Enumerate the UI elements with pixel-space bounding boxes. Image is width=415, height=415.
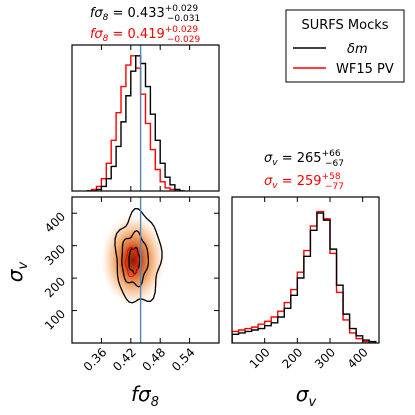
- sv-tick-label: 100: [247, 345, 273, 371]
- sv-histogram-panel: 100 200 300 400: [231, 196, 380, 371]
- sv-tick-label: 200: [279, 345, 305, 371]
- fs8-histogram-black: [86, 55, 185, 191]
- fs8-tick-label: 0.42: [110, 345, 139, 374]
- legend-title: SURFS Mocks: [301, 18, 388, 33]
- sv-tick-label: 400: [345, 345, 371, 371]
- fs8-tick-label: 0.36: [81, 345, 110, 374]
- fs8-histogram-red: [86, 55, 185, 191]
- fs8-tick-label: 0.48: [140, 345, 169, 374]
- legend-label-black: δm: [347, 42, 368, 57]
- y-axis-label-sv: σv: [3, 262, 31, 283]
- fs8-title-red: fσ8 = 0.419+0.029 −0.029: [90, 25, 201, 45]
- sv-histogram-frame: [231, 196, 380, 344]
- sv-y-tick-label: 100: [42, 307, 68, 333]
- legend-box: [285, 9, 405, 83]
- sv-title-red: σv = 259+58 −77: [264, 172, 344, 192]
- legend: SURFS Mocks δm WF15 PV: [285, 9, 405, 83]
- sv-y-tick-label: 300: [42, 242, 68, 268]
- joint-density-frame: [71, 196, 220, 344]
- sv-histogram-black: [232, 212, 377, 343]
- sv-y-tick-label: 200: [42, 274, 68, 300]
- x-axis-label-fs8: fσ8: [131, 382, 159, 410]
- sv-y-tick-label: 400: [42, 209, 68, 235]
- density-heatmap: [100, 213, 166, 307]
- fs8-histogram-panel: [71, 44, 220, 192]
- joint-density-panel: 0.36 0.42 0.48 0.54 100 200 300 400: [42, 196, 220, 374]
- contour-black: [114, 207, 163, 304]
- x-axis-label-sv: σv: [296, 382, 317, 410]
- sv-tick-label: 300: [312, 345, 338, 371]
- legend-label-red: WF15 PV: [336, 62, 394, 77]
- fs8-histogram-frame: [71, 44, 220, 192]
- fs8-title-black: fσ8 = 0.433+0.029 −0.031: [90, 4, 200, 24]
- fs8-tick-label: 0.54: [169, 345, 198, 374]
- contour-red: [124, 246, 139, 278]
- sv-title-black: σv = 265+66 −67: [264, 149, 344, 169]
